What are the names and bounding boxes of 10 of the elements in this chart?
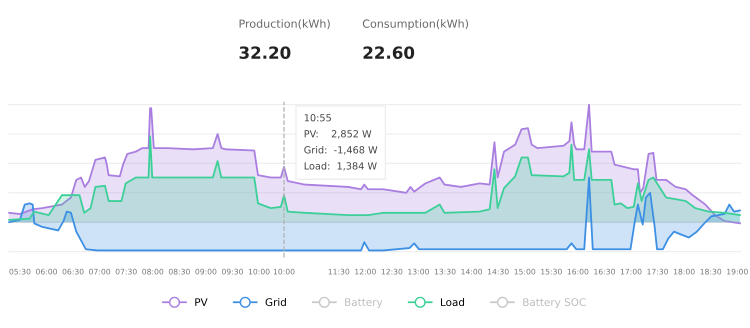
- legend-label: Battery SOC: [523, 298, 586, 308]
- text: Production(kWh): [240, 19, 330, 30]
- legend-label: Load: [441, 298, 464, 306]
- legend-label: Grid: [266, 298, 286, 306]
- text: 32.20: [240, 46, 290, 59]
- legend-label: PV: [195, 298, 208, 306]
- text: 22.60: [364, 46, 414, 59]
- text: Consumption(kWh): [362, 19, 468, 30]
- legend-label: Battery: [345, 298, 382, 308]
- annotation: 10:55 PV: 2,852 W Grid: -1,468 W Load: 1,384 W: [304, 114, 378, 171]
